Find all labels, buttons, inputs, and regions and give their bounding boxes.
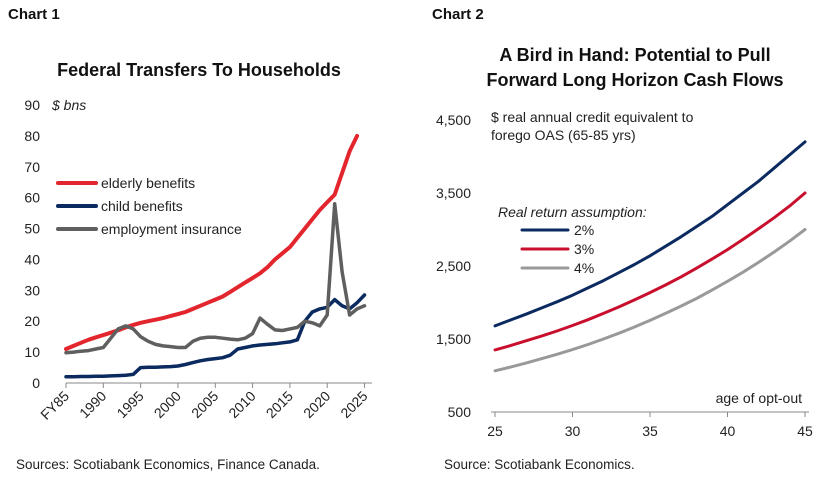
chart2-y-axis-label: $ real annual credit equivalent to	[491, 109, 694, 125]
chart1-y-axis-label: $ bns	[51, 97, 86, 113]
chart1-series-line	[64, 293, 367, 379]
chart2-y-tick-label: 1,500	[436, 331, 471, 347]
chart1-y-tick-label: 10	[24, 344, 40, 360]
chart2-x-tick-label: 45	[797, 423, 813, 439]
chart2-y-tick-label: 500	[448, 404, 472, 420]
chart2-title: A Bird in Hand: Potential to Pull Forwar…	[440, 43, 828, 93]
chart2-y-tick-label: 2,500	[436, 258, 471, 274]
chart2-series-line	[493, 191, 807, 352]
chart2-legend-label: 3%	[574, 241, 594, 257]
chart2-x-tick-label: 35	[642, 423, 658, 439]
chart2-panel-label: Chart 2	[432, 6, 484, 23]
chart1-y-tick-label: 60	[24, 190, 40, 206]
chart2-x-tick-label: 30	[565, 423, 581, 439]
chart1-y-tick-label: 70	[24, 159, 40, 175]
chart2-x-tick-label: 25	[487, 423, 503, 439]
chart1-source: Sources: Scotiabank Economics, Finance C…	[16, 457, 320, 472]
chart2-y-tick-label: 4,500	[436, 112, 471, 128]
chart1-y-tick-label: 50	[24, 221, 40, 237]
chart2-y-axis-label: forego OAS (65-85 yrs)	[491, 127, 636, 143]
chart2-x-tick-label: 40	[720, 423, 736, 439]
chart2-title-line-2: Forward Long Horizon Cash Flows	[486, 70, 784, 90]
chart1-title: Federal Transfers To Households	[57, 60, 341, 80]
chart1-legend-label: child benefits	[101, 198, 183, 214]
chart2-series-line	[493, 140, 807, 328]
chart1-legend-label: elderly benefits	[101, 175, 195, 191]
chart1-y-tick-label: 30	[24, 282, 40, 298]
chart1-y-tick-label: 20	[24, 313, 40, 329]
chart1-y-tick-label: 90	[24, 97, 40, 113]
chart1-y-tick-label: 0	[32, 375, 40, 391]
chart2-x-axis-label: age of opt-out	[716, 390, 803, 406]
chart1-series-line	[64, 202, 367, 355]
chart2-legend-label: 4%	[574, 260, 594, 276]
chart2-y-tick-label: 3,500	[436, 185, 471, 201]
chart1-y-tick-label: 80	[24, 128, 40, 144]
chart2-legend-title: Real return assumption:	[498, 204, 647, 220]
chart2-title-line-1: A Bird in Hand: Potential to Pull	[499, 45, 771, 65]
chart2-source: Source: Scotiabank Economics.	[444, 457, 635, 472]
chart2-series-line	[493, 228, 807, 373]
chart1-panel-label: Chart 1	[8, 6, 60, 23]
chart1-legend-label: employment insurance	[101, 221, 242, 237]
chart1-y-tick-label: 40	[24, 251, 40, 267]
chart2-legend-label: 2%	[574, 222, 594, 238]
